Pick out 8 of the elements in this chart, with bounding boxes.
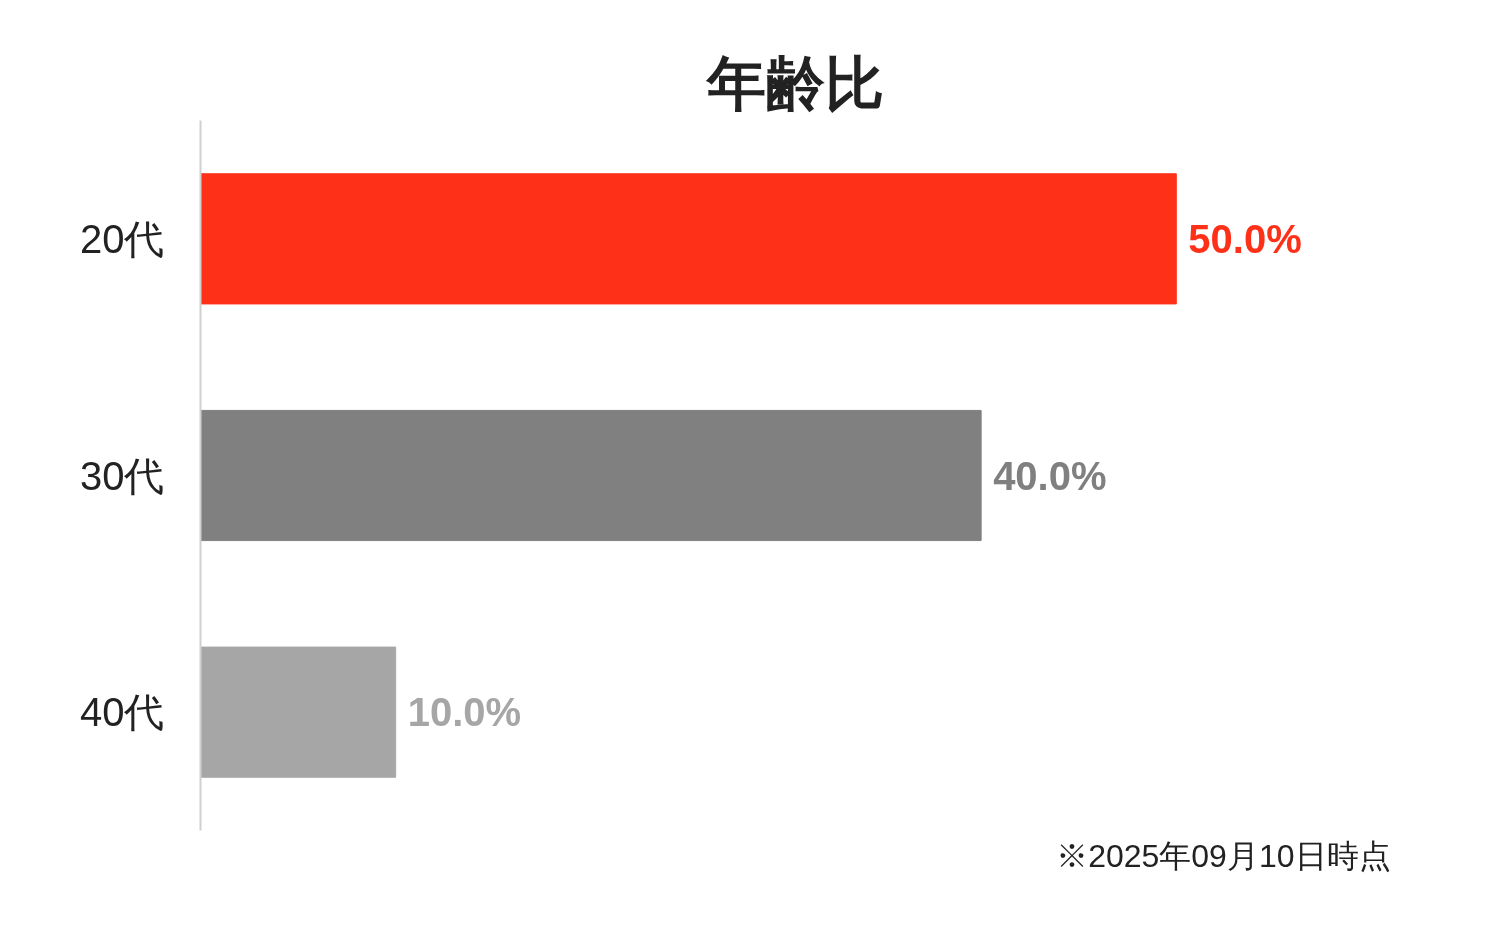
data-label: 50.0% <box>1188 216 1302 261</box>
chart-title: 年齢比 <box>705 50 884 116</box>
y-tick-label: 30代 <box>80 453 165 498</box>
y-tick-label: 20代 <box>80 216 165 261</box>
data-label: 10.0% <box>407 690 522 735</box>
text: ※2025年09月10日時点 <box>1056 837 1391 874</box>
data-label: 40.0% <box>993 453 1107 498</box>
y-tick-label: 40代 <box>80 690 165 735</box>
